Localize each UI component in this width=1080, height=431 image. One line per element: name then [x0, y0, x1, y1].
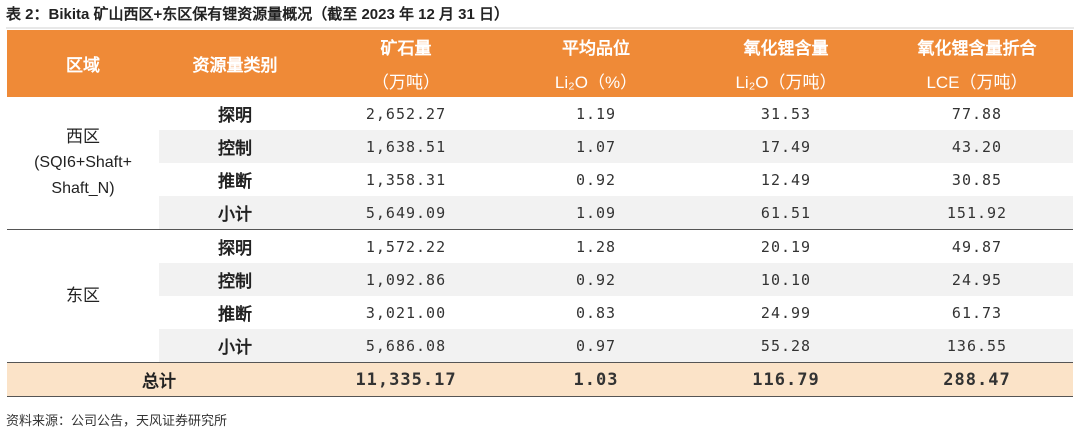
total-ore: 11,335.17: [311, 362, 501, 397]
category-cell: 推断: [218, 305, 252, 324]
total-lce: 288.47: [881, 362, 1073, 397]
table-row: 推断 1,358.31 0.92 12.49 30.85: [7, 163, 1073, 196]
header-grade: 平均品位: [501, 30, 691, 63]
table-row-subtotal: 小计 5,686.08 0.97 55.28 136.55: [7, 329, 1073, 363]
header-ore-unit: （万吨）: [311, 63, 501, 97]
table-row-subtotal: 小计 5,649.09 1.09 61.51 151.92: [7, 196, 1073, 230]
category-cell: 推断: [218, 172, 252, 191]
region-west-name: 西区: [66, 127, 100, 146]
li2o-cell: 55.28: [691, 329, 881, 363]
title-divider: [6, 27, 1074, 29]
li2o-cell: 61.51: [691, 196, 881, 230]
region-west: 西区 (SQI6+Shaft+ Shaft_N): [7, 97, 159, 230]
header-unit-row: （万吨） Li₂O（%） Li₂O（万吨） LCE（万吨）: [7, 63, 1073, 97]
region-west-detail-2: Shaft_N): [51, 180, 115, 197]
ore-cell: 5,686.08: [311, 329, 501, 363]
li2o-cell: 31.53: [760, 104, 812, 123]
grade-cell: 1.07: [501, 130, 691, 163]
category-cell: 小计: [159, 329, 311, 363]
header-category: 资源量类别: [159, 30, 311, 97]
li2o-cell: 24.99: [760, 303, 812, 322]
table-row: 东区 探明 1,572.22 1.28 20.19 49.87: [7, 229, 1073, 363]
header-li2o: 氧化锂含量: [691, 30, 881, 63]
table-row: 控制 1,638.51 1.07 17.49 43.20: [7, 130, 1073, 163]
grade-cell: 0.92: [575, 170, 617, 189]
grade-cell: 0.97: [501, 329, 691, 363]
source-note: 资料来源：公司公告，天风证券研究所: [6, 413, 228, 428]
header-lce: 氧化锂含量折合: [881, 30, 1073, 63]
ore-cell: 5,649.09: [311, 196, 501, 230]
lithium-resource-table: 区域 资源量类别 矿石量 平均品位 氧化锂含量 氧化锂含量折合 （万吨） Li₂…: [7, 30, 1073, 397]
category-cell: 控制: [159, 263, 311, 296]
grade-cell: 1.28: [501, 229, 691, 263]
table-row-total: 总计 11,335.17 1.03 116.79 288.47: [7, 362, 1073, 397]
li2o-cell: 20.19: [691, 229, 881, 263]
grade-cell: 0.83: [575, 303, 617, 322]
lce-cell: 43.20: [881, 130, 1073, 163]
ore-cell: 1,572.22: [311, 229, 501, 263]
region-east-name: 东区: [66, 286, 100, 305]
ore-cell: 2,652.27: [365, 104, 447, 123]
header-lce-unit: LCE（万吨）: [881, 63, 1073, 97]
total-grade: 1.03: [501, 362, 691, 397]
grade-cell: 0.92: [501, 263, 691, 296]
table-row: 西区 (SQI6+Shaft+ Shaft_N) 探明 2,652.27 1.1…: [7, 97, 1073, 230]
region-west-detail-1: (SQI6+Shaft+: [34, 154, 132, 171]
lce-cell: 61.73: [951, 303, 1003, 322]
category-cell: 探明: [218, 106, 252, 125]
lce-cell: 77.88: [951, 104, 1003, 123]
category-cell: 探明: [159, 229, 311, 263]
header-row: 区域 资源量类别 矿石量 平均品位 氧化锂含量 氧化锂含量折合: [7, 30, 1073, 97]
ore-cell: 1,092.86: [311, 263, 501, 296]
table-row: 控制 1,092.86 0.92 10.10 24.95: [7, 263, 1073, 296]
ore-cell: 3,021.00: [365, 303, 447, 322]
category-cell: 控制: [159, 130, 311, 163]
region-east: 东区: [7, 229, 159, 363]
ore-cell: 1,358.31: [365, 170, 447, 189]
total-li2o: 116.79: [691, 362, 881, 397]
grade-cell: 1.19: [575, 104, 617, 123]
li2o-cell: 17.49: [691, 130, 881, 163]
header-li2o-unit: Li₂O（万吨）: [691, 63, 881, 97]
header-ore: 矿石量: [311, 30, 501, 63]
lce-cell: 24.95: [881, 263, 1073, 296]
lce-cell: 49.87: [881, 229, 1073, 263]
table-row: 推断 3,021.00 0.83 24.99 61.73: [7, 296, 1073, 329]
lce-cell: 136.55: [881, 329, 1073, 363]
lce-cell: 151.92: [881, 196, 1073, 230]
header-region: 区域: [7, 30, 159, 97]
total-label: 总计: [7, 362, 311, 397]
li2o-cell: 12.49: [760, 170, 812, 189]
ore-cell: 1,638.51: [311, 130, 501, 163]
category-cell: 小计: [159, 196, 311, 230]
table-title: 表 2：Bikita 矿山西区+东区保有锂资源量概况（截至 2023 年 12 …: [6, 6, 510, 23]
header-grade-unit: Li₂O（%）: [501, 63, 691, 97]
grade-cell: 1.09: [501, 196, 691, 230]
lce-cell: 30.85: [951, 170, 1003, 189]
li2o-cell: 10.10: [691, 263, 881, 296]
